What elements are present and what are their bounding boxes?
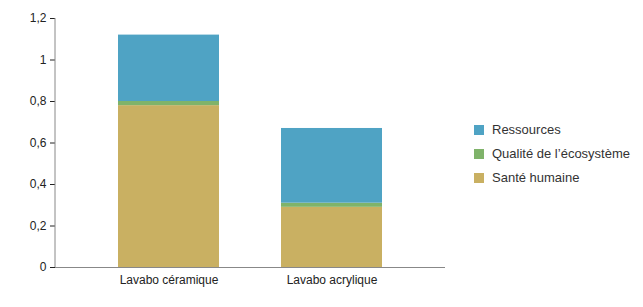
- svg-text:Lavabo acrylique: Lavabo acrylique: [287, 273, 378, 287]
- html-text:Ressources: Ressources: [492, 122, 561, 137]
- svg-text:0,6: 0,6: [30, 136, 47, 150]
- svg-text:0: 0: [40, 260, 47, 274]
- svg-text:1,2: 1,2: [30, 11, 47, 25]
- html-text:Santé humaine: Santé humaine: [492, 170, 580, 185]
- svg-text:0,8: 0,8: [30, 94, 47, 108]
- svg-text:Lavabo céramique: Lavabo céramique: [120, 273, 219, 287]
- svg-text:0,4: 0,4: [30, 177, 47, 191]
- svg-text:0,2: 0,2: [30, 219, 47, 233]
- html-text:Qualité de l’écosystème: Qualité de l’écosystème: [492, 146, 630, 161]
- svg-text:1: 1: [40, 53, 47, 67]
